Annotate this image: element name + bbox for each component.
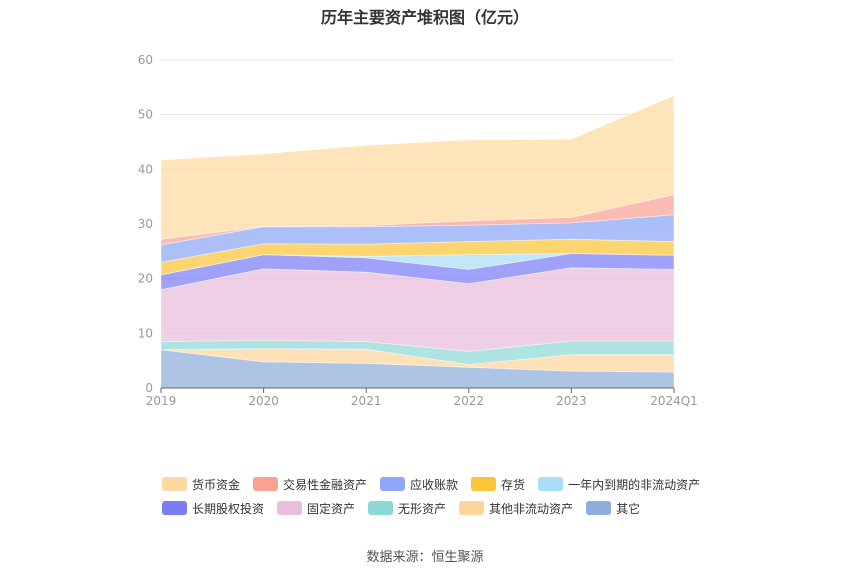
y-tick-label: 30 xyxy=(138,217,153,231)
legend-item[interactable]: 无形资产 xyxy=(368,500,446,517)
legend-swatch xyxy=(471,477,497,491)
legend-label: 存货 xyxy=(501,477,526,492)
data-source-note: 数据来源：恒生聚源 xyxy=(366,550,484,565)
legend-swatch xyxy=(162,477,187,491)
y-tick-label: 20 xyxy=(138,272,153,286)
legend-swatch xyxy=(368,501,394,515)
legend-item[interactable]: 其它 xyxy=(586,500,640,517)
legend-swatch xyxy=(162,501,187,515)
area-series-3 xyxy=(160,267,675,352)
x-tick-label: 2024Q1 xyxy=(650,394,698,408)
x-tick-label: 2023 xyxy=(556,394,587,408)
axes: 0 10 20 30 40 50 60 2019 2020 2021 2022 2023 2024Q1 xyxy=(138,53,698,408)
y-tick-label: 60 xyxy=(138,53,153,67)
legend-label: 长期股权投资 xyxy=(192,501,265,516)
chart-legend: 货币资金 交易性金融资产 应收账款 存货 一年内到期的非流动资产长期股权投资 固定资产 无形… xyxy=(162,472,722,520)
legend-item[interactable]: 长期股权投资 xyxy=(162,500,264,517)
y-tick-label: 40 xyxy=(138,162,153,176)
legend-label: 固定资产 xyxy=(307,501,356,516)
legend-item[interactable]: 存货 xyxy=(471,476,525,493)
legend-item[interactable]: 固定资产 xyxy=(277,500,355,517)
chart-title: 历年主要资产堆积图（亿元） xyxy=(320,8,529,27)
legend-swatch xyxy=(380,477,406,491)
legend-swatch xyxy=(277,501,303,515)
legend-label: 其他非流动资产 xyxy=(489,501,574,516)
legend-label: 应收账款 xyxy=(410,477,459,492)
x-tick-label: 2021 xyxy=(351,394,382,408)
area-series xyxy=(160,94,675,389)
stacked-area-chart: 0 10 20 30 40 50 60 2019 2020 2021 2022 2023 2024Q1 xyxy=(138,53,698,408)
x-tick-label: 2020 xyxy=(248,394,279,408)
legend-swatch xyxy=(538,477,564,491)
legend-swatch xyxy=(253,477,279,491)
legend-item[interactable]: 一年内到期的非流动资产 xyxy=(538,476,700,493)
legend-swatch xyxy=(586,501,612,515)
y-tick-label: 10 xyxy=(138,326,153,340)
legend-label: 无形资产 xyxy=(398,501,447,516)
legend-item[interactable]: 交易性金融资产 xyxy=(253,476,367,493)
legend-label: 其它 xyxy=(616,501,641,516)
legend-row: 货币资金 交易性金融资产 应收账款 存货 一年内到期的非流动资产 xyxy=(162,472,722,496)
legend-row: 长期股权投资 固定资产 无形资产 其他非流动资产 其它 xyxy=(162,496,722,520)
legend-label: 交易性金融资产 xyxy=(283,477,368,492)
legend-label: 货币资金 xyxy=(192,477,241,492)
y-tick-label: 0 xyxy=(145,381,153,395)
x-tick-label: 2019 xyxy=(146,394,177,408)
legend-label: 一年内到期的非流动资产 xyxy=(568,477,701,492)
legend-swatch xyxy=(459,501,485,515)
legend-item[interactable]: 应收账款 xyxy=(380,476,458,493)
legend-item[interactable]: 货币资金 xyxy=(162,476,240,493)
y-tick-label: 50 xyxy=(138,108,153,122)
area-series-9 xyxy=(160,94,675,240)
legend-item[interactable]: 其他非流动资产 xyxy=(459,500,573,517)
x-tick-label: 2022 xyxy=(454,394,485,408)
